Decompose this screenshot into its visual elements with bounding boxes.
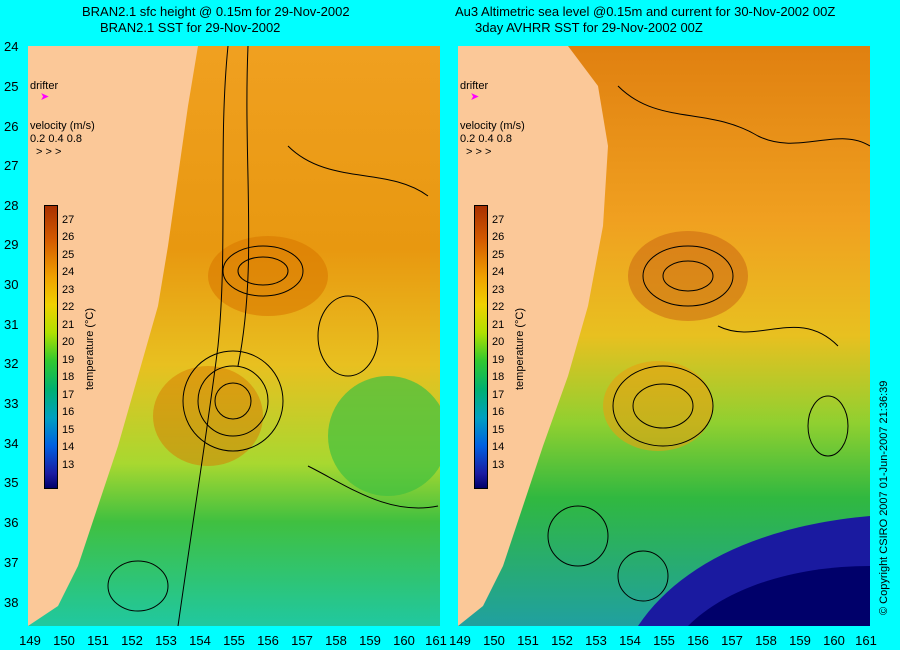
colorbar-tick: 24 [62, 266, 75, 278]
colorbar-tick: 21 [492, 319, 505, 331]
left-map-panel [28, 46, 440, 626]
velocity-values: 0.2 0.4 0.8 [30, 133, 82, 145]
colorbar-tick: 16 [492, 406, 505, 418]
colorbar-tick: 25 [492, 249, 505, 261]
lat-label: 31 [4, 317, 19, 332]
colorbar-tick: 22 [62, 301, 75, 313]
lon-label: 156 [687, 633, 709, 648]
temperature-colorbar [44, 205, 58, 489]
colorbar-tick: 17 [492, 389, 505, 401]
lat-label: 33 [4, 396, 19, 411]
lon-label: 161 [855, 633, 877, 648]
velocity-label: velocity (m/s) [460, 120, 525, 132]
colorbar-tick: 25 [62, 249, 75, 261]
colorbar-tick: 19 [62, 354, 75, 366]
lon-label: 155 [223, 633, 245, 648]
right-title-line2: 3day AVHRR SST for 29-Nov-2002 00Z [475, 20, 703, 35]
lat-label: 26 [4, 119, 19, 134]
lon-label: 153 [585, 633, 607, 648]
drifter-icon: ➤ [470, 91, 480, 103]
colorbar-tick: 26 [492, 231, 505, 243]
colorbar-tick: 27 [492, 214, 505, 226]
right-map-svg [458, 46, 870, 626]
lat-label: 37 [4, 555, 19, 570]
drifter-icon: ➤ [40, 91, 50, 103]
left-title-line2: BRAN2.1 SST for 29-Nov-2002 [100, 20, 281, 35]
colorbar-tick: 22 [492, 301, 505, 313]
lon-label: 157 [291, 633, 313, 648]
colorbar-tick: 20 [62, 336, 75, 348]
colorbar-tick: 13 [62, 459, 75, 471]
lon-label: 151 [517, 633, 539, 648]
lon-label: 149 [19, 633, 41, 648]
lon-label: 149 [449, 633, 471, 648]
colorbar-tick: 16 [62, 406, 75, 418]
drifter-label: drifter [460, 80, 489, 92]
lon-label: 158 [755, 633, 777, 648]
lon-label: 150 [483, 633, 505, 648]
velocity-arrows-icon: > > > [466, 146, 492, 158]
colorbar-tick: 15 [492, 424, 505, 436]
lat-label: 32 [4, 356, 19, 371]
copyright-text: © Copyright CSIRO 2007 01-Jun-2007 21:36… [878, 380, 890, 615]
colorbar-tick: 27 [62, 214, 75, 226]
colorbar-tick: 20 [492, 336, 505, 348]
colorbar-tick: 24 [492, 266, 505, 278]
lon-label: 153 [155, 633, 177, 648]
colorbar-tick: 13 [492, 459, 505, 471]
lon-label: 152 [551, 633, 573, 648]
colorbar-tick: 15 [62, 424, 75, 436]
lat-label: 27 [4, 158, 19, 173]
lat-label: 35 [4, 475, 19, 490]
lat-label: 29 [4, 237, 19, 252]
lon-label: 154 [619, 633, 641, 648]
lat-label: 24 [4, 39, 19, 54]
colorbar-tick: 21 [62, 319, 75, 331]
colorbar-tick: 14 [492, 441, 505, 453]
lon-label: 151 [87, 633, 109, 648]
lat-label: 25 [4, 79, 19, 94]
lat-label: 36 [4, 515, 19, 530]
colorbar-tick: 18 [492, 371, 505, 383]
colorbar-tick: 23 [492, 284, 505, 296]
colorbar-tick: 19 [492, 354, 505, 366]
colorbar-tick: 17 [62, 389, 75, 401]
lat-label: 30 [4, 277, 19, 292]
colorbar-tick: 26 [62, 231, 75, 243]
velocity-arrows-icon: > > > [36, 146, 62, 158]
lon-label: 160 [393, 633, 415, 648]
colorbar-tick: 14 [62, 441, 75, 453]
lon-label: 157 [721, 633, 743, 648]
lon-label: 160 [823, 633, 845, 648]
velocity-label: velocity (m/s) [30, 120, 95, 132]
lat-label: 28 [4, 198, 19, 213]
left-map-svg [28, 46, 440, 626]
colorbar-tick: 23 [62, 284, 75, 296]
right-title-line1: Au3 Altimetric sea level @0.15m and curr… [455, 4, 836, 19]
colorbar-unit: temperature (°C) [514, 307, 526, 390]
lon-label: 158 [325, 633, 347, 648]
drifter-label: drifter [30, 80, 59, 92]
lat-label: 38 [4, 595, 19, 610]
lat-label: 34 [4, 436, 19, 451]
lon-label: 159 [789, 633, 811, 648]
colorbar-tick: 18 [62, 371, 75, 383]
colorbar-unit: temperature (°C) [84, 307, 96, 390]
lon-label: 154 [189, 633, 211, 648]
lon-label: 161 [425, 633, 447, 648]
lon-label: 150 [53, 633, 75, 648]
lon-label: 155 [653, 633, 675, 648]
lon-label: 156 [257, 633, 279, 648]
left-title-line1: BRAN2.1 sfc height @ 0.15m for 29-Nov-20… [82, 4, 350, 19]
temperature-colorbar [474, 205, 488, 489]
lon-label: 159 [359, 633, 381, 648]
right-map-panel [458, 46, 870, 626]
lon-label: 152 [121, 633, 143, 648]
velocity-values: 0.2 0.4 0.8 [460, 133, 512, 145]
